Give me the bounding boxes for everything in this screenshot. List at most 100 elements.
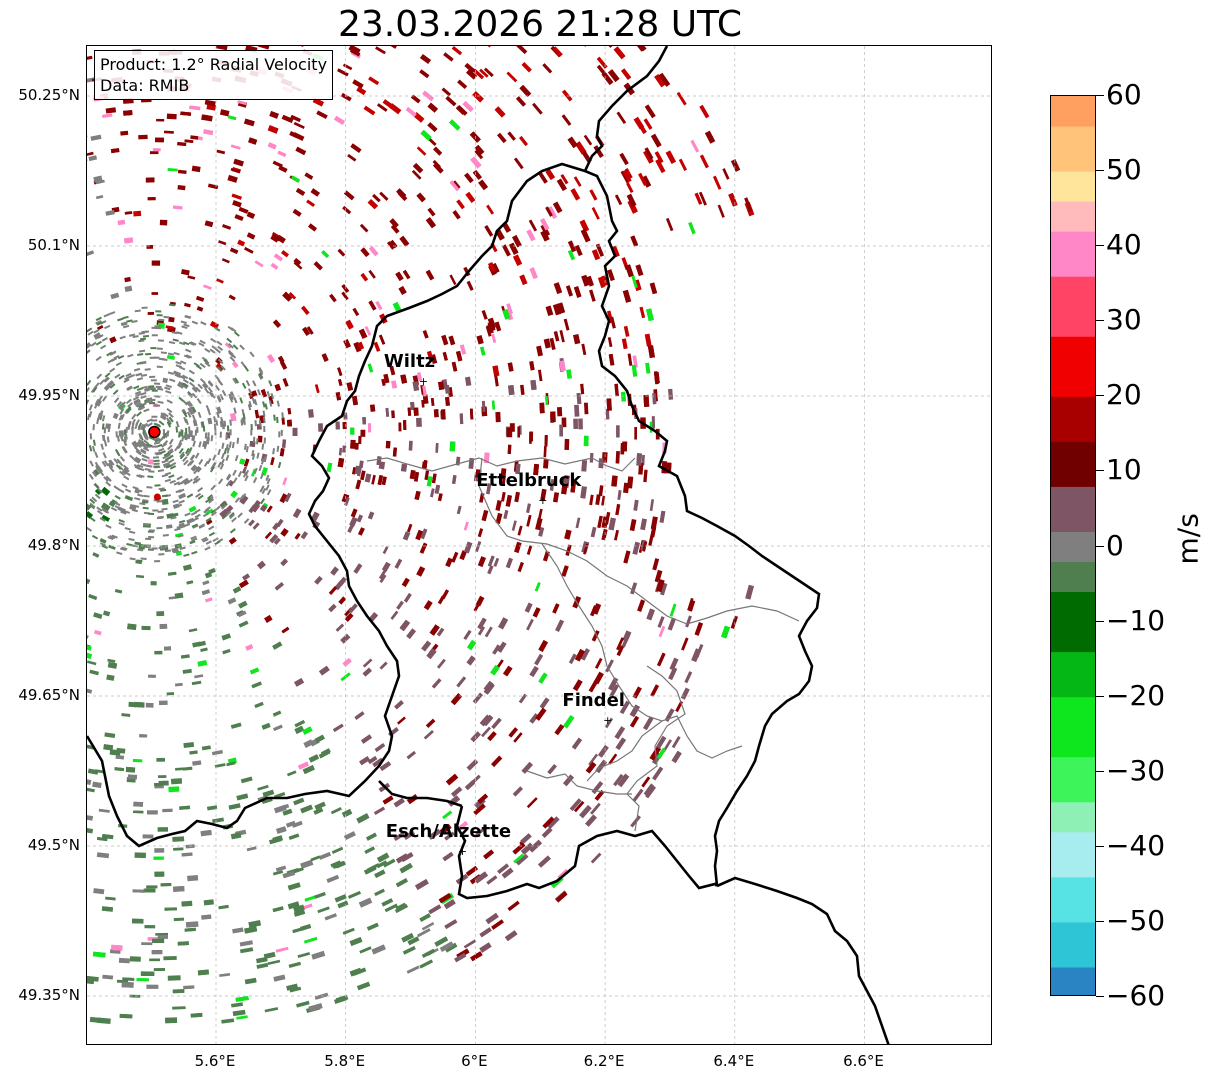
echo-gate-near bbox=[250, 424, 253, 431]
echo-gate bbox=[175, 682, 183, 687]
echo-gate bbox=[379, 661, 388, 670]
echo-gate-near bbox=[87, 399, 90, 406]
echo-gate bbox=[121, 981, 134, 988]
echo-gate bbox=[291, 175, 301, 183]
echo-gate bbox=[476, 335, 484, 345]
echo-gate-near bbox=[232, 469, 237, 476]
echo-gate-near bbox=[153, 465, 160, 468]
echo-gate-near bbox=[146, 486, 153, 489]
colorbar-tick-label: 30 bbox=[1106, 303, 1142, 337]
echo-gate bbox=[508, 727, 518, 738]
echo-gate-near bbox=[245, 446, 249, 453]
echo-gate bbox=[488, 262, 496, 272]
echo-gate bbox=[590, 526, 597, 538]
echo-gate bbox=[282, 439, 287, 448]
echo-gate bbox=[207, 805, 218, 811]
radar-map[interactable]: + + + + bbox=[86, 45, 992, 1045]
echo-gate bbox=[573, 176, 582, 187]
echo-gate-near bbox=[194, 419, 198, 427]
echo-gate bbox=[131, 440, 139, 449]
echo-gate-near bbox=[182, 399, 188, 406]
echo-gate-near bbox=[254, 420, 257, 427]
echo-gate bbox=[585, 814, 597, 827]
echo-gate bbox=[649, 499, 655, 512]
echo-gate bbox=[382, 546, 389, 555]
echo-gate-near bbox=[154, 395, 161, 398]
echo-gate-near bbox=[152, 509, 159, 512]
echo-gate-near bbox=[261, 443, 265, 450]
echo-gate bbox=[580, 228, 591, 243]
echo-gate bbox=[431, 473, 437, 484]
echo-gate bbox=[278, 165, 288, 173]
echo-gate bbox=[156, 757, 166, 762]
echo-gate bbox=[272, 641, 283, 650]
echo-gate-near bbox=[276, 400, 280, 407]
echo-gate bbox=[205, 437, 210, 445]
echo-gate bbox=[402, 269, 411, 280]
echo-gate-near bbox=[123, 436, 127, 443]
echo-gate bbox=[521, 761, 534, 774]
colorbar-tick-label: 60 bbox=[1106, 78, 1142, 111]
echo-gate bbox=[484, 225, 494, 237]
echo-gate-near bbox=[153, 404, 161, 407]
echo-gate-near bbox=[225, 433, 228, 441]
echo-gate bbox=[644, 104, 656, 119]
echo-gate bbox=[520, 384, 525, 396]
echo-gate bbox=[402, 945, 416, 955]
echo-gate bbox=[481, 509, 489, 522]
echo-gate-near bbox=[134, 465, 141, 471]
echo-gate bbox=[444, 384, 451, 394]
echo-gate-near bbox=[112, 389, 119, 396]
echo-gate bbox=[496, 132, 507, 144]
echo-gate bbox=[573, 286, 582, 298]
echo-gate-near bbox=[114, 373, 121, 379]
echo-gate-near bbox=[95, 340, 102, 346]
echo-gate bbox=[242, 573, 250, 581]
colorbar-segment bbox=[1051, 531, 1095, 563]
echo-gate-near bbox=[178, 519, 186, 524]
echo-gate bbox=[422, 330, 429, 339]
echo-gate-near bbox=[131, 413, 137, 420]
echo-gate-near bbox=[240, 361, 246, 368]
echo-gate bbox=[321, 250, 330, 259]
echo-gate bbox=[574, 801, 585, 813]
echo-gate-near bbox=[251, 449, 255, 457]
echo-gate bbox=[111, 944, 123, 951]
echo-gate bbox=[335, 623, 345, 632]
echo-gate bbox=[678, 158, 688, 172]
echo-gate bbox=[671, 750, 682, 764]
echo-gate bbox=[414, 471, 420, 482]
echo-gate bbox=[364, 326, 372, 336]
echo-gate bbox=[595, 494, 601, 506]
echo-gate-near bbox=[163, 315, 170, 319]
echo-gate-near bbox=[171, 549, 179, 553]
echo-gate bbox=[353, 341, 362, 353]
echo-gate-near bbox=[146, 422, 153, 428]
echo-gate bbox=[282, 477, 288, 486]
echo-gate-near bbox=[156, 365, 163, 369]
echo-gate bbox=[626, 476, 634, 489]
colorbar-tick-label: 0 bbox=[1106, 528, 1124, 562]
echo-gate bbox=[221, 633, 232, 641]
echo-gate bbox=[105, 107, 117, 114]
echo-gate bbox=[197, 640, 206, 647]
echo-gate bbox=[87, 250, 95, 256]
echo-gate bbox=[495, 500, 502, 511]
echo-gate bbox=[237, 100, 247, 106]
echo-gate bbox=[524, 602, 533, 613]
echo-gate bbox=[326, 462, 333, 473]
echo-gate bbox=[115, 754, 125, 760]
echo-gate-near bbox=[140, 449, 147, 455]
echo-gate bbox=[466, 759, 479, 771]
echo-gate bbox=[87, 979, 94, 985]
echo-gate bbox=[502, 244, 511, 257]
echo-gate bbox=[257, 435, 263, 443]
echo-gate-near bbox=[178, 499, 185, 504]
echo-gate bbox=[270, 457, 275, 466]
echo-gate-near bbox=[228, 512, 235, 518]
echo-gate bbox=[362, 658, 373, 668]
echo-gate-near bbox=[153, 437, 160, 441]
echo-gate-near bbox=[99, 410, 104, 417]
echo-gate bbox=[475, 827, 486, 837]
echo-gate-near bbox=[179, 451, 185, 458]
